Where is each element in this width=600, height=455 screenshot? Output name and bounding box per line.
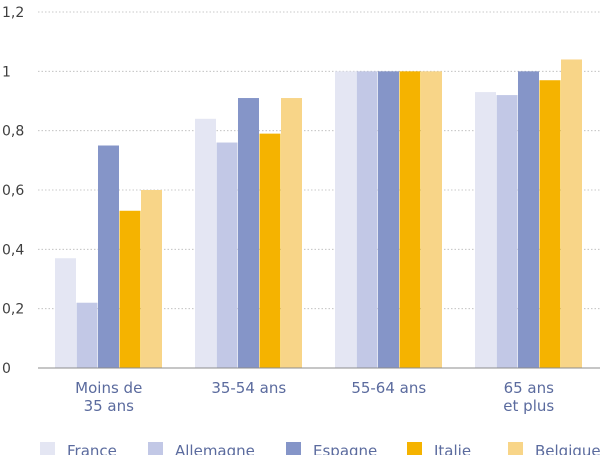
y-tick-label: 1,2	[2, 5, 24, 21]
bar	[259, 133, 281, 368]
bar	[399, 71, 421, 368]
bar	[98, 145, 119, 368]
legend-item: France	[40, 442, 117, 455]
y-tick-label: 1	[2, 64, 11, 80]
y-tick-label: 0,8	[2, 124, 24, 140]
bar	[421, 71, 442, 368]
legend-swatch	[148, 442, 163, 455]
bar	[356, 71, 378, 368]
bars	[55, 59, 582, 369]
bar	[76, 302, 98, 368]
y-tick-label: 0	[2, 361, 11, 377]
bar	[281, 98, 302, 369]
x-category-label: et plus	[503, 397, 554, 415]
x-category-label: 35 ans	[84, 397, 135, 415]
bar	[335, 71, 356, 368]
legend-label: Italie	[434, 442, 471, 455]
legend-swatch	[407, 442, 422, 455]
bar	[518, 71, 539, 368]
bar-group	[335, 71, 442, 368]
y-tick-label: 0,2	[2, 302, 24, 318]
legend-swatch	[508, 442, 523, 455]
legend-label: France	[67, 442, 117, 455]
bar	[195, 118, 216, 368]
bar	[475, 92, 496, 368]
bar	[539, 80, 561, 368]
y-tick-label: 0,4	[2, 242, 24, 258]
x-category-label: 55-64 ans	[351, 379, 426, 397]
legend-label: Espagne	[313, 442, 377, 455]
bar-group	[55, 145, 162, 368]
bar	[496, 95, 518, 369]
legend-item: Italie	[407, 442, 471, 455]
legend-swatch	[286, 442, 301, 455]
legend-item: Espagne	[286, 442, 377, 455]
bar	[141, 190, 162, 368]
x-category-label: Moins de	[75, 379, 142, 397]
legend-label: Belgique	[535, 442, 600, 455]
y-axis-tick-labels: 0 0,2 0,4 0,6 0,8 1 1,2	[2, 5, 24, 377]
x-category-label: 35-54 ans	[211, 379, 286, 397]
legend-item: Belgique	[508, 442, 600, 455]
legend: France Allemagne Espagne Italie Belgique	[40, 442, 600, 455]
legend-label: Allemagne	[175, 442, 255, 455]
bar	[55, 258, 76, 368]
bar	[238, 98, 259, 369]
x-category-label: 65 ans	[504, 379, 555, 397]
bar-group	[195, 98, 302, 369]
bar	[561, 59, 582, 368]
bar	[216, 142, 238, 368]
y-tick-label: 0,6	[2, 183, 24, 199]
legend-swatch	[40, 442, 55, 455]
bar	[378, 71, 399, 368]
grid-lines	[38, 11, 600, 310]
bar-group	[475, 59, 582, 369]
bar	[119, 210, 141, 368]
legend-item: Allemagne	[148, 442, 255, 455]
